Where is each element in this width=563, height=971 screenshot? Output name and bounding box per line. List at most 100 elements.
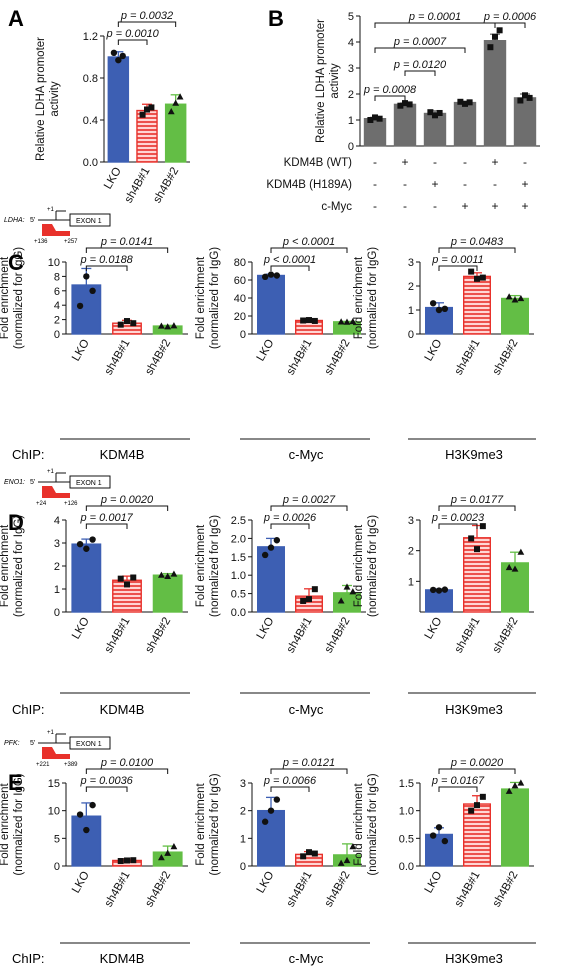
y-axis-label: Fold enrichment — [195, 524, 207, 607]
p-value-label: p = 0.0007 — [393, 36, 447, 48]
y-tick-label: 1 — [408, 305, 414, 317]
y-tick-label: 3 — [240, 778, 246, 790]
condition-sign: + — [431, 177, 438, 191]
y-axis-label: activity — [329, 63, 341, 98]
schematic-right-pos: +389 — [64, 762, 78, 768]
panel-letter-b: B — [268, 6, 284, 31]
data-point — [311, 850, 318, 857]
data-point — [148, 104, 155, 111]
data-point — [505, 293, 513, 300]
data-point — [337, 859, 345, 866]
condition-sign: + — [491, 155, 498, 169]
significance-bracket — [270, 786, 310, 792]
schematic-exon: EXON 1 — [76, 741, 102, 748]
chart-panel-a: 0.0 0.4 0.8 1.2 Relative LDHA promoter activi… — [35, 10, 190, 205]
y-axis-label: (normalized for IgG) — [13, 773, 25, 875]
y-tick-label: 2 — [54, 561, 60, 573]
schematic-exon-box — [69, 213, 111, 227]
y-tick-label: 0 — [348, 141, 354, 153]
p-value-label: p = 0.0167 — [431, 775, 485, 787]
schematic-five-prime: 5' — [30, 479, 35, 486]
p-value-label: p = 0.0011 — [431, 254, 483, 266]
x-tick-label: sh4B#2 — [151, 166, 181, 206]
condition-sign: + — [461, 199, 468, 213]
data-point — [429, 300, 437, 307]
chip-h3k9me3-label: H3K9me3 — [445, 702, 503, 717]
data-point — [170, 570, 178, 577]
y-tick-label: 1.5 — [399, 778, 414, 790]
y-axis-label: Fold enrichment — [0, 782, 11, 865]
condition-sign: - — [403, 177, 407, 191]
chip-kdm4b-label: KDM4B — [100, 951, 145, 966]
condition-sign: + — [521, 199, 528, 213]
data-point — [376, 115, 383, 122]
data-point — [492, 33, 498, 40]
y-tick-label: 0 — [54, 607, 60, 619]
schematic-gene: LDHA: — [4, 217, 25, 224]
data-point — [306, 849, 312, 856]
x-tick-label: sh4B#1 — [453, 616, 483, 656]
x-tick-label: sh4B#2 — [143, 616, 173, 656]
chip-kdm4b-label: KDM4B — [100, 702, 145, 717]
condition-label: KDM4B (H189A) — [266, 179, 352, 191]
data-point — [300, 853, 307, 860]
data-point — [429, 586, 437, 594]
schematic-gene: PFK: — [4, 740, 20, 747]
bar-1 — [257, 274, 286, 335]
y-axis-label: Relative LDHA promoter — [315, 19, 327, 143]
data-point — [474, 802, 480, 809]
data-point — [124, 857, 130, 864]
chip-kdm4b-label: KDM4B — [100, 447, 145, 462]
significance-bracket — [85, 247, 169, 253]
condition-sign: - — [463, 177, 467, 191]
y-axis-label: (normalized for IgG) — [209, 247, 221, 349]
schematic-left-pos: +136 — [34, 239, 48, 245]
chip-label: ChIP: — [12, 702, 45, 717]
x-tick-label: sh4B#1 — [285, 338, 315, 378]
bar-3 — [501, 788, 530, 867]
significance-bracket — [374, 95, 406, 101]
bar-3 — [501, 297, 530, 335]
data-point — [267, 544, 275, 551]
y-tick-label: 0 — [408, 329, 414, 341]
bar-1 — [425, 833, 454, 867]
chart-c-h3k9me3: 0 1 2 3 Fold enrichment (normalized for IgG) L… — [353, 236, 534, 377]
y-axis-label: Fold enrichment — [0, 524, 11, 607]
data-point — [479, 793, 486, 800]
data-point — [311, 586, 318, 593]
data-point — [337, 318, 345, 325]
y-tick-label: 8 — [54, 271, 60, 283]
y-tick-label: 0.0 — [399, 861, 414, 873]
schematic-tss: +1 — [47, 469, 55, 475]
data-point — [167, 108, 175, 115]
data-point — [158, 322, 165, 329]
schematic-left-pos: +24 — [36, 501, 47, 507]
y-axis-label: activity — [49, 81, 61, 116]
data-point — [83, 826, 90, 834]
p-value-label: p = 0.0026 — [263, 512, 317, 524]
data-point — [139, 111, 146, 118]
condition-sign: - — [433, 199, 437, 213]
data-point — [468, 535, 475, 542]
data-point — [441, 305, 449, 312]
p-value-label: p = 0.0120 — [393, 59, 447, 71]
y-tick-label: 0.5 — [399, 833, 414, 845]
schematic-exon-box — [69, 475, 111, 489]
chip-row-e: ChIP: KDM4B c-Myc H3K9me3 — [12, 942, 536, 966]
p-value-label: p = 0.0010 — [106, 28, 160, 40]
significance-bracket — [117, 21, 177, 27]
y-tick-label: 0 — [240, 329, 246, 341]
data-point — [372, 114, 378, 121]
significance-bracket — [270, 265, 310, 271]
data-point — [462, 100, 468, 107]
x-tick-label: LKO — [70, 869, 92, 895]
condition-sign: + — [491, 199, 498, 213]
data-point — [517, 548, 525, 555]
condition-sign: - — [373, 199, 377, 213]
p-value-label: p = 0.0483 — [450, 236, 504, 248]
data-point — [267, 807, 275, 814]
bar-3 — [152, 574, 183, 613]
x-tick-label: sh4B#1 — [103, 338, 133, 378]
data-point — [76, 811, 84, 818]
data-point — [176, 93, 184, 100]
